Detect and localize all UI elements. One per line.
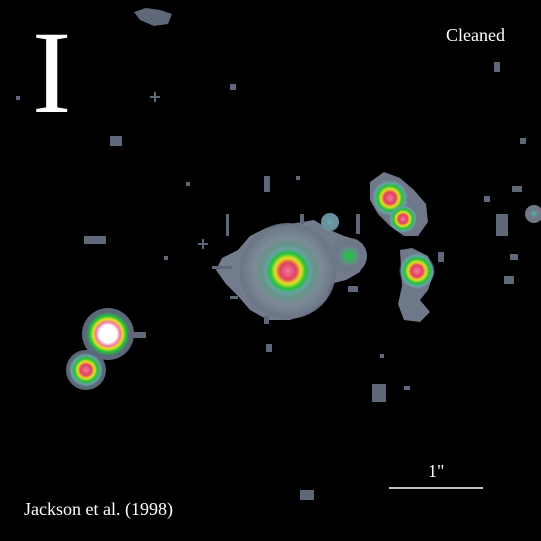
processing-label: Cleaned bbox=[446, 25, 505, 45]
credit-label: Jackson et al. (1998) bbox=[24, 499, 173, 519]
companion-knot bbox=[321, 213, 367, 274]
lensed-images-right bbox=[370, 172, 444, 322]
band-label: I bbox=[32, 7, 72, 138]
scale-bar-label: 1" bbox=[428, 461, 445, 481]
edge-source bbox=[525, 205, 541, 223]
lensed-images-left bbox=[66, 308, 146, 390]
noise-specks bbox=[16, 8, 526, 500]
lensing-galaxy bbox=[212, 214, 366, 324]
